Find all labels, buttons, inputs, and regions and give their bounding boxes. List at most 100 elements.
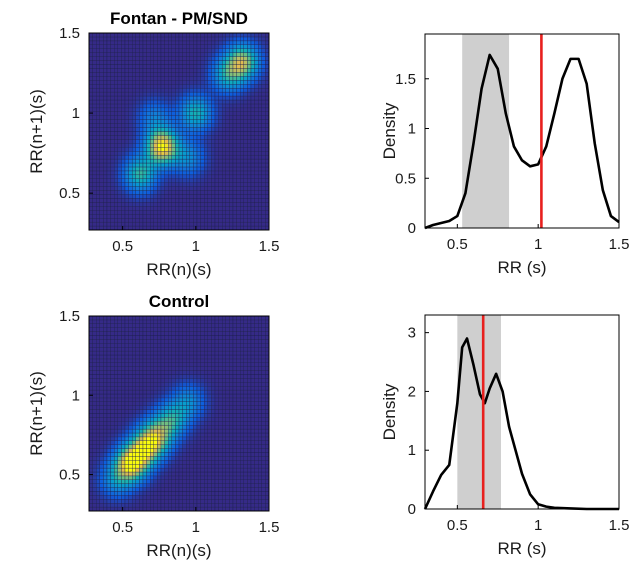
heatmap-cell	[106, 475, 111, 480]
heatmap-cell	[258, 119, 262, 124]
heatmap-cell	[236, 409, 241, 414]
heatmap-cell	[146, 210, 151, 215]
heatmap-cell	[200, 36, 205, 42]
heatmap-cell	[225, 331, 230, 336]
heatmap-cell	[211, 44, 216, 49]
heatmap-cell	[175, 198, 180, 203]
heatmap-cell	[103, 214, 108, 219]
heatmap-cell	[247, 444, 252, 449]
heatmap-cell	[182, 210, 187, 215]
heatmap-cell	[189, 76, 194, 81]
heatmap-cell	[146, 343, 151, 348]
heatmap-cell	[99, 72, 104, 77]
heatmap-cell	[186, 354, 190, 360]
heatmap-cell	[103, 467, 108, 473]
heatmap-cell	[200, 495, 205, 500]
heatmap-cell	[99, 190, 104, 195]
heatmap-cell	[103, 221, 108, 227]
heatmap-cell	[110, 389, 115, 395]
heatmap-cell	[175, 319, 180, 324]
heatmap-cell	[142, 405, 147, 410]
heatmap-cell	[200, 343, 205, 348]
heatmap-cell	[168, 186, 172, 191]
heatmap-cell	[142, 103, 147, 109]
heatmap-cell	[99, 52, 104, 57]
heatmap-cell	[232, 374, 237, 379]
heatmap-cell	[160, 499, 165, 504]
heatmap-cell	[218, 374, 223, 379]
heatmap-cell	[139, 147, 144, 152]
heatmap-cell	[96, 76, 100, 81]
heatmap-cell	[193, 158, 198, 164]
heatmap-cell	[124, 36, 129, 42]
heatmap-cell	[135, 491, 140, 496]
heatmap-cell	[178, 319, 183, 324]
heatmap-cell	[218, 72, 223, 77]
heatmap-cell	[178, 48, 183, 53]
heatmap-cell	[168, 154, 172, 160]
heatmap-cell	[146, 135, 151, 140]
heatmap-cell	[204, 495, 208, 500]
heatmap-cell	[124, 339, 129, 344]
heatmap-cell	[229, 158, 234, 164]
heatmap-cell	[243, 72, 248, 77]
heatmap-cell	[164, 315, 169, 321]
heatmap-cell	[128, 350, 133, 356]
heatmap-cell	[218, 127, 223, 132]
heatmap-cell	[222, 131, 226, 136]
heatmap-cell	[225, 60, 230, 65]
heatmap-cell	[124, 107, 129, 112]
heatmap-cell	[92, 119, 97, 124]
heatmap-cell	[168, 115, 172, 120]
heatmap-cell	[225, 487, 230, 492]
heatmap-cell	[99, 432, 104, 438]
heatmap-cell	[261, 401, 266, 406]
heatmap-cell	[200, 178, 205, 183]
heatmap-cell	[232, 331, 237, 336]
heatmap-cell	[117, 366, 122, 371]
heatmap-cell	[222, 166, 226, 172]
heatmap-cell	[186, 44, 190, 49]
heatmap-cell	[153, 214, 158, 219]
heatmap-cell	[132, 103, 136, 109]
heatmap-cell	[225, 354, 230, 360]
heatmap-cell	[99, 103, 104, 109]
heatmap-cell	[103, 76, 108, 81]
heatmap-cell	[124, 319, 129, 324]
heatmap-cell	[99, 506, 104, 512]
heatmap-cell	[110, 409, 115, 414]
heatmap-cell	[146, 393, 151, 399]
heatmap-cell	[106, 194, 111, 199]
heatmap-cell	[193, 335, 198, 340]
heatmap-cell	[114, 354, 118, 360]
heatmap-cell	[211, 135, 216, 140]
heatmap-cell	[99, 60, 104, 65]
heatmap-cell	[139, 84, 144, 89]
heatmap-cell	[171, 327, 176, 332]
heatmap-cell	[265, 214, 270, 219]
heatmap-cell	[171, 210, 176, 215]
heatmap-cell	[99, 218, 104, 223]
heatmap-cell	[139, 389, 144, 395]
heatmap-cell	[225, 170, 230, 176]
heatmap-cell	[232, 370, 237, 375]
heatmap-cell	[150, 87, 154, 93]
heatmap-cell	[146, 401, 151, 406]
heatmap-cell	[146, 323, 151, 328]
x-tick-label: 1.5	[259, 238, 280, 255]
heatmap-cell	[157, 221, 162, 227]
heatmap-cell	[103, 452, 108, 457]
heatmap-cell	[96, 186, 100, 191]
heatmap-cell	[142, 327, 147, 332]
heatmap-cell	[121, 339, 126, 344]
heatmap-cell	[250, 417, 255, 422]
heatmap-cell	[214, 467, 219, 473]
heatmap-cell	[193, 44, 198, 49]
heatmap-cell	[258, 479, 262, 484]
heatmap-cell	[186, 186, 190, 191]
heatmap-cell	[135, 487, 140, 492]
heatmap-cell	[218, 210, 223, 215]
heatmap-cell	[218, 111, 223, 116]
heatmap-cell	[168, 350, 172, 356]
heatmap-cell	[261, 40, 266, 45]
